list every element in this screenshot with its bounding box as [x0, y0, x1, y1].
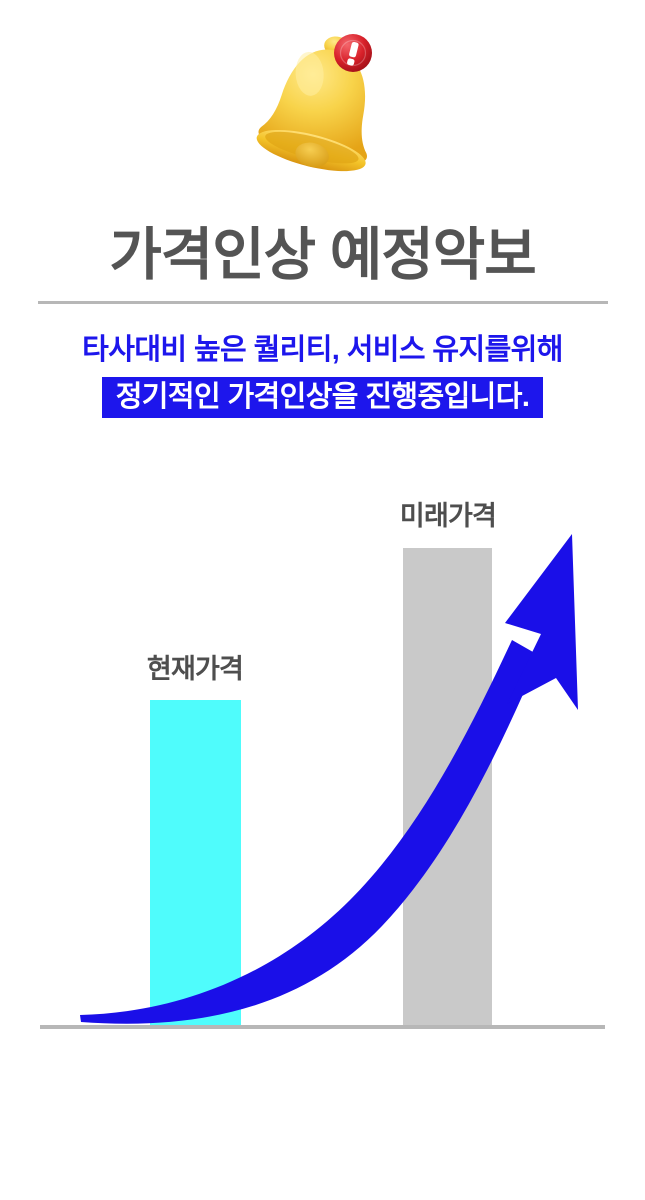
subtitle-line-1: 타사대비 높은 퀄리티, 서비스 유지를위해	[82, 334, 563, 366]
bell-clapper	[294, 142, 329, 168]
exclamation-dot-icon	[346, 58, 354, 66]
title-divider	[38, 301, 608, 304]
bar-label-current-price: 현재가격	[146, 654, 244, 684]
exclamation-stem-icon	[348, 41, 359, 58]
growth-arrow-curve	[80, 640, 540, 1024]
bar-current-price	[150, 700, 241, 1025]
bar-label-future-price: 미래가격	[399, 501, 497, 531]
bell-highlight	[295, 51, 324, 96]
subtitle-line-2-container: 정기적인 가격인상을 진행중입니다.	[0, 377, 645, 418]
bell-with-alert-badge-emoji	[256, 34, 372, 172]
growth-arrow-head	[505, 534, 578, 710]
price-increase-chart	[0, 470, 645, 1050]
badge-inner-ring	[339, 39, 366, 67]
chart-baseline-axis	[40, 1025, 605, 1029]
page-title: 가격인상 예정악보	[109, 223, 536, 287]
alert-badge	[333, 34, 372, 72]
bell-emoji-container	[0, 18, 645, 188]
chart-svg	[40, 534, 605, 1029]
subtitle-highlight-banner: 정기적인 가격인상을 진행중입니다.	[101, 377, 544, 418]
